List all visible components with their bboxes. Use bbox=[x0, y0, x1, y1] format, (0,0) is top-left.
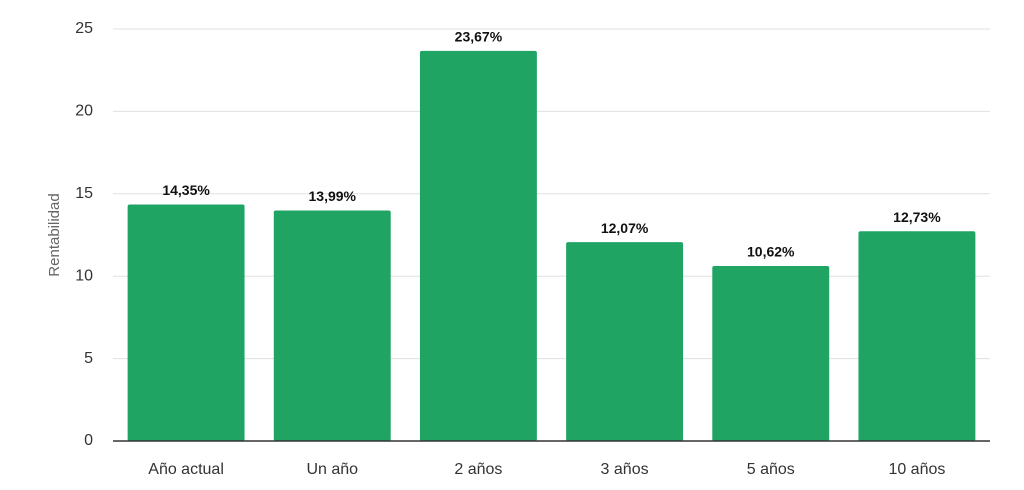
x-tick-label: 10 años bbox=[888, 461, 945, 478]
y-tick-label: 15 bbox=[75, 185, 93, 202]
y-axis-label: Rentabilidad bbox=[46, 193, 63, 276]
value-label: 13,99% bbox=[309, 188, 357, 204]
y-tick-label: 5 bbox=[84, 350, 93, 367]
bar bbox=[419, 50, 537, 442]
x-tick-label: 3 años bbox=[601, 461, 649, 478]
value-label: 12,07% bbox=[601, 220, 649, 236]
y-tick-label: 20 bbox=[75, 103, 93, 120]
bar bbox=[273, 210, 391, 441]
value-label: 23,67% bbox=[455, 29, 503, 45]
x-tick-label: 2 años bbox=[454, 461, 502, 478]
value-label: 10,62% bbox=[747, 244, 795, 260]
x-tick-label: Un año bbox=[306, 461, 358, 478]
y-tick-label: 0 bbox=[84, 432, 93, 449]
bar bbox=[712, 265, 830, 441]
bar bbox=[566, 242, 684, 441]
y-tick-label: 25 bbox=[75, 20, 93, 37]
x-tick-label: Año actual bbox=[148, 461, 224, 478]
value-label: 14,35% bbox=[162, 182, 210, 198]
y-tick-label: 10 bbox=[75, 267, 93, 284]
value-label: 12,73% bbox=[893, 209, 941, 225]
x-tick-label: 5 años bbox=[747, 461, 795, 478]
bar bbox=[858, 231, 976, 441]
bar bbox=[127, 204, 245, 441]
